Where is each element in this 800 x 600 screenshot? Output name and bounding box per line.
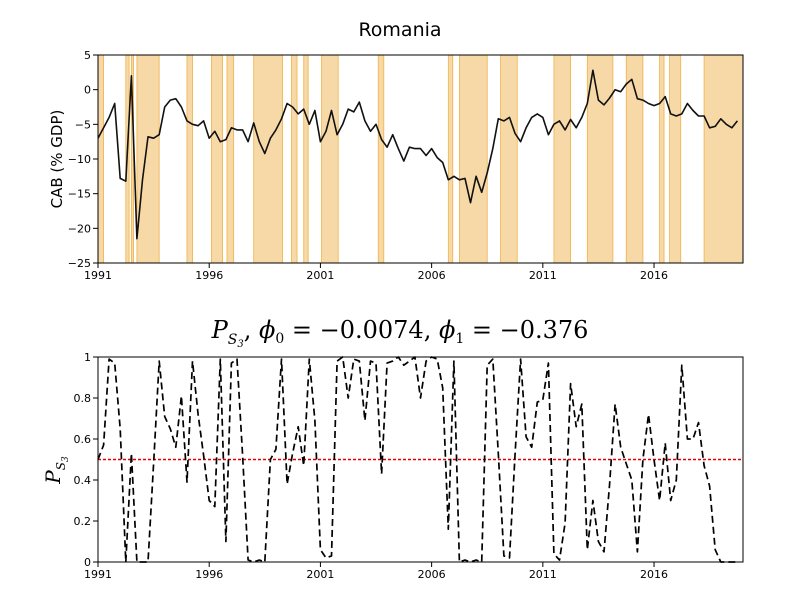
y-tick-label: −15 [68,188,91,201]
shaded-period-18 [659,54,665,264]
x-tick-label: 2006 [418,269,446,282]
x-tick-label: 1991 [84,568,112,581]
shaded-periods [97,54,744,264]
shaded-period-9 [303,54,309,264]
shaded-period-4 [186,54,193,264]
y-tick-label: 0.2 [74,515,92,528]
shaded-period-19 [669,54,682,264]
shaded-period-8 [291,54,298,264]
shaded-period-11 [377,54,385,264]
cab-chart-title: Romania [358,19,441,41]
y-tick-label: −20 [68,222,91,235]
probability-series-line [97,356,738,563]
x-tick-label: 2001 [306,568,334,581]
shaded-period-15 [553,54,572,264]
shaded-period-14 [500,54,518,264]
shaded-period-20 [703,54,744,264]
shaded-period-0 [97,54,104,264]
shaded-period-13 [459,54,488,264]
y-tick-label: 0 [84,556,91,569]
x-tick-label: 2001 [306,269,334,282]
x-tick-label: 2006 [418,568,446,581]
x-tick-label: 1991 [84,269,112,282]
shaded-period-5 [211,54,223,264]
shaded-period-12 [447,54,454,264]
shaded-period-7 [253,54,284,264]
cab-y-axis-label: CAB (% GDP) [48,110,66,209]
cab-series-line [97,69,739,240]
y-tick-label: −25 [68,257,91,270]
y-tick-label: 5 [84,49,91,62]
probability-chart-title: PS3, ϕ0 = −0.0074, ϕ1 = −0.376 [211,316,589,350]
x-tick-label: 2016 [640,568,668,581]
y-tick-label: 0.4 [74,474,92,487]
y-tick-label: 0.6 [74,433,92,446]
cab-x-axis: 1991 1996 2001 2006 2011 2016 [84,263,668,282]
x-tick-label: 2016 [640,269,668,282]
cab-y-axis: 5 0 −5 −10 −15 −20 −25 [68,49,98,270]
x-tick-label: 1996 [195,568,223,581]
shaded-period-3 [136,54,160,264]
cab-plot-frame [97,54,744,264]
shaded-period-16 [586,54,614,264]
y-tick-label: 0 [84,84,91,97]
probability-x-axis: 1991 1996 2001 2006 2011 2016 [84,562,668,581]
y-tick-label: −5 [75,118,91,131]
x-tick-label: 2011 [529,269,557,282]
probability-y-axis: 0 0.2 0.4 0.6 0.8 1 [74,351,98,569]
x-tick-label: 2011 [529,568,557,581]
y-tick-label: 0.8 [74,392,92,405]
shaded-period-6 [226,54,235,264]
y-tick-label: 1 [84,351,91,364]
shaded-period-10 [321,54,339,264]
y-tick-label: −10 [68,153,91,166]
probability-chart: PS3, ϕ0 = −0.0074, ϕ1 = −0.376 0 0.2 0.4 0.… [41,316,744,581]
probability-y-axis-label: PS3 [41,456,71,485]
x-tick-label: 1996 [195,269,223,282]
cab-chart: Romania 5 0 −5 −10 −15 −20 −25 1991 1996 2001 200… [48,19,744,282]
